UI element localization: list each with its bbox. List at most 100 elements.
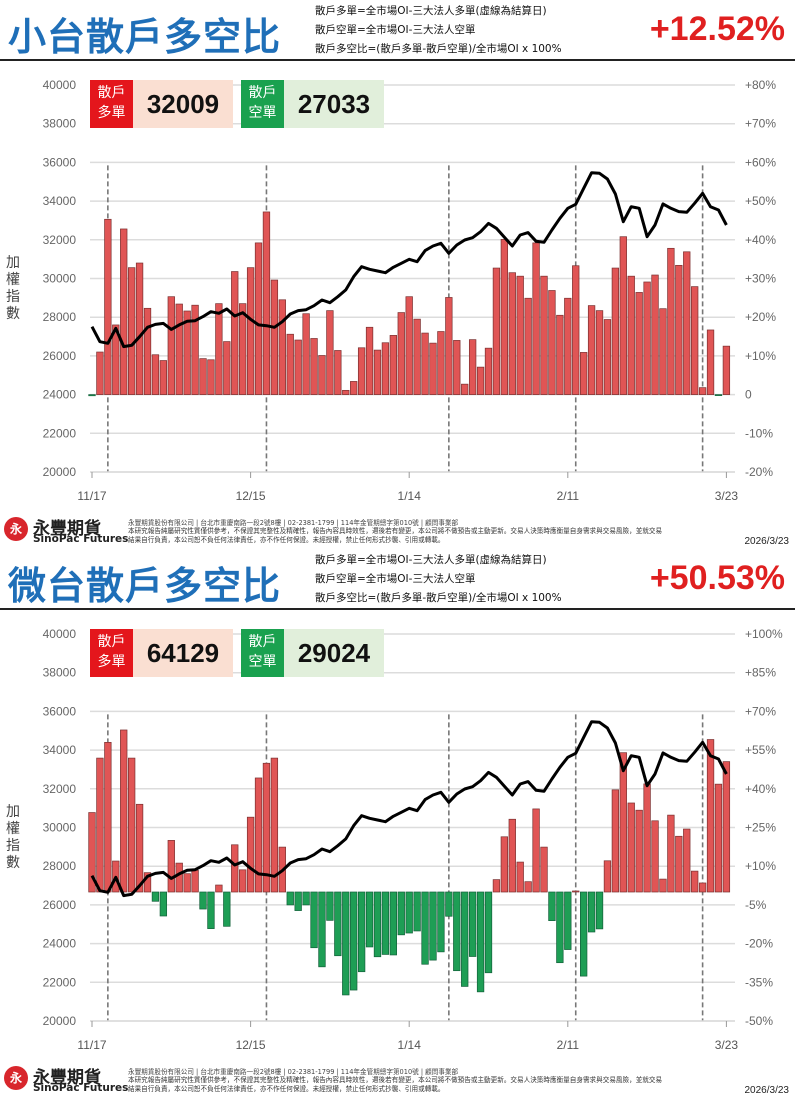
- ratio-bar-negative: [564, 891, 572, 950]
- right-tick-label: +70%: [745, 117, 776, 131]
- ratio-bar-positive: [254, 242, 263, 395]
- ratio-bar-positive: [667, 814, 675, 893]
- retail-long-badge: 散戶 多單 64129: [90, 629, 233, 677]
- ratio-bar-positive: [659, 308, 667, 395]
- right-tick-label: -50%: [745, 1014, 773, 1028]
- ratio-bar-positive: [532, 808, 540, 893]
- right-tick-label: +25%: [745, 821, 776, 835]
- retail-short-value: 29024: [284, 629, 384, 677]
- disclaimer: 本研究報告純屬研究性質僅供參考，不保證其完整性及精確性，報告內容具時效性，邇後若…: [128, 1076, 663, 1093]
- ratio-bar-positive: [128, 267, 136, 395]
- x-tick-label: 3/23: [715, 1038, 739, 1052]
- left-tick-label: 24000: [43, 937, 77, 951]
- ratio-bar-positive: [691, 286, 699, 395]
- ratio-bar-positive: [603, 860, 612, 893]
- footer: 永 永豐期貨 SinoPac Futures 永豐期貨股份有限公司 | 台北市重…: [0, 1061, 795, 1098]
- ratio-bar-positive: [683, 828, 691, 893]
- left-tick-label: 36000: [43, 704, 77, 718]
- left-tick-label: 22000: [43, 975, 77, 989]
- company-info: 永豐期貨股份有限公司 | 台北市重慶南路一段2號8樓 | 02-2381-179…: [128, 519, 459, 527]
- ratio-bar-positive: [603, 319, 612, 395]
- ratio-bar-negative: [373, 891, 382, 958]
- ratio-bar-positive: [524, 881, 532, 893]
- ratio-bar-negative: [389, 891, 397, 956]
- ratio-bar-negative: [223, 891, 231, 927]
- y-axis-label: 加權指數: [6, 804, 22, 872]
- label-line: 空單: [248, 105, 277, 121]
- ratio-bar-positive: [508, 818, 516, 893]
- ratio-bar-negative: [556, 891, 564, 964]
- x-tick-label: 11/17: [77, 1038, 106, 1052]
- ratio-bar-positive: [199, 358, 207, 395]
- retail-long-value: 32009: [133, 80, 233, 128]
- ratio-bar-positive: [635, 809, 643, 893]
- left-tick-label: 26000: [43, 349, 77, 363]
- ratio-bar-positive: [357, 347, 366, 395]
- left-tick-label: 38000: [43, 117, 77, 131]
- ratio-bar-positive: [294, 339, 302, 395]
- right-tick-label: 0: [745, 388, 752, 402]
- ratio-bar-positive: [461, 383, 469, 395]
- right-tick-label: -20%: [745, 937, 773, 951]
- ratio-bar-positive: [183, 873, 191, 893]
- ratio-bar-positive: [516, 861, 524, 893]
- ratio-bar-positive: [246, 816, 255, 893]
- ratio-bar-positive: [722, 761, 731, 893]
- ratio-bar-positive: [405, 296, 413, 395]
- left-tick-label: 20000: [43, 465, 77, 479]
- ratio-bar-negative: [199, 891, 207, 910]
- label-line: 多單: [97, 654, 126, 670]
- ratio-bar-positive: [492, 267, 501, 395]
- ratio-bar-positive: [223, 341, 231, 395]
- ratio-bar-positive: [231, 844, 239, 893]
- right-tick-label: +70%: [745, 704, 776, 718]
- ratio-bar-positive: [120, 228, 128, 395]
- ratio-bar-positive: [722, 345, 731, 395]
- ratio-bar-positive: [706, 739, 715, 893]
- definition-short: 散戶空單=全市場OI-三大法人空單: [315, 24, 476, 36]
- ratio-bar-positive: [453, 340, 461, 395]
- brand-name: 永豐期貨: [33, 519, 101, 539]
- ratio-bar-negative: [580, 891, 588, 977]
- retail-long-label: 散戶 多單: [90, 80, 133, 128]
- ratio-bar-negative: [310, 891, 318, 949]
- ratio-bar-positive: [334, 350, 342, 395]
- ratio-bar-positive: [120, 729, 128, 893]
- ratio-bar-positive: [270, 757, 279, 893]
- x-tick-label: 12/15: [236, 1038, 266, 1052]
- ratio-bar-positive: [437, 331, 445, 395]
- label-line: 散戶: [97, 634, 126, 650]
- latest-ratio: +12.52%: [649, 10, 785, 48]
- left-tick-label: 28000: [43, 859, 77, 873]
- ratio-bar-negative: [381, 891, 390, 955]
- ratio-bar-negative: [595, 891, 604, 930]
- ratio-bar-positive: [96, 757, 104, 893]
- ratio-bar-positive: [104, 218, 112, 395]
- ratio-bar-positive: [286, 333, 294, 395]
- ratio-bar-positive: [595, 310, 604, 395]
- ratio-bar-positive: [278, 299, 286, 395]
- ratio-bar-positive: [128, 757, 136, 893]
- left-tick-label: 30000: [43, 272, 77, 286]
- brand-name: 永豐期貨: [33, 1068, 101, 1088]
- ratio-bar-negative: [453, 891, 461, 972]
- ratio-bar-positive: [516, 275, 524, 395]
- brand-name-en: SinoPac Futures: [33, 1082, 129, 1094]
- ratio-bar-negative: [468, 891, 477, 957]
- left-tick-label: 40000: [43, 78, 77, 92]
- ratio-bar-positive: [675, 264, 683, 395]
- ratio-bar-negative: [429, 891, 437, 961]
- ratio-bar-positive: [714, 783, 723, 893]
- ratio-bar-positive: [88, 812, 96, 893]
- right-tick-label: -35%: [745, 975, 773, 989]
- ratio-bar-negative: [286, 891, 294, 906]
- disclaimer: 本研究報告純屬研究性質僅供參考，不保證其完整性及精確性，報告內容具時效性，邇後若…: [128, 527, 663, 544]
- sinopac-logo-icon: 永: [4, 1066, 28, 1090]
- ratio-bar-negative: [318, 891, 326, 968]
- ratio-bar-positive: [572, 265, 580, 395]
- right-tick-label: +50%: [745, 194, 776, 208]
- right-tick-label: +30%: [745, 272, 776, 286]
- left-tick-label: 20000: [43, 1014, 77, 1028]
- ratio-bar-positive: [262, 762, 271, 893]
- chart-plot: 40000 38000 36000 34000 32000 30000 28000 26000…: [43, 78, 777, 503]
